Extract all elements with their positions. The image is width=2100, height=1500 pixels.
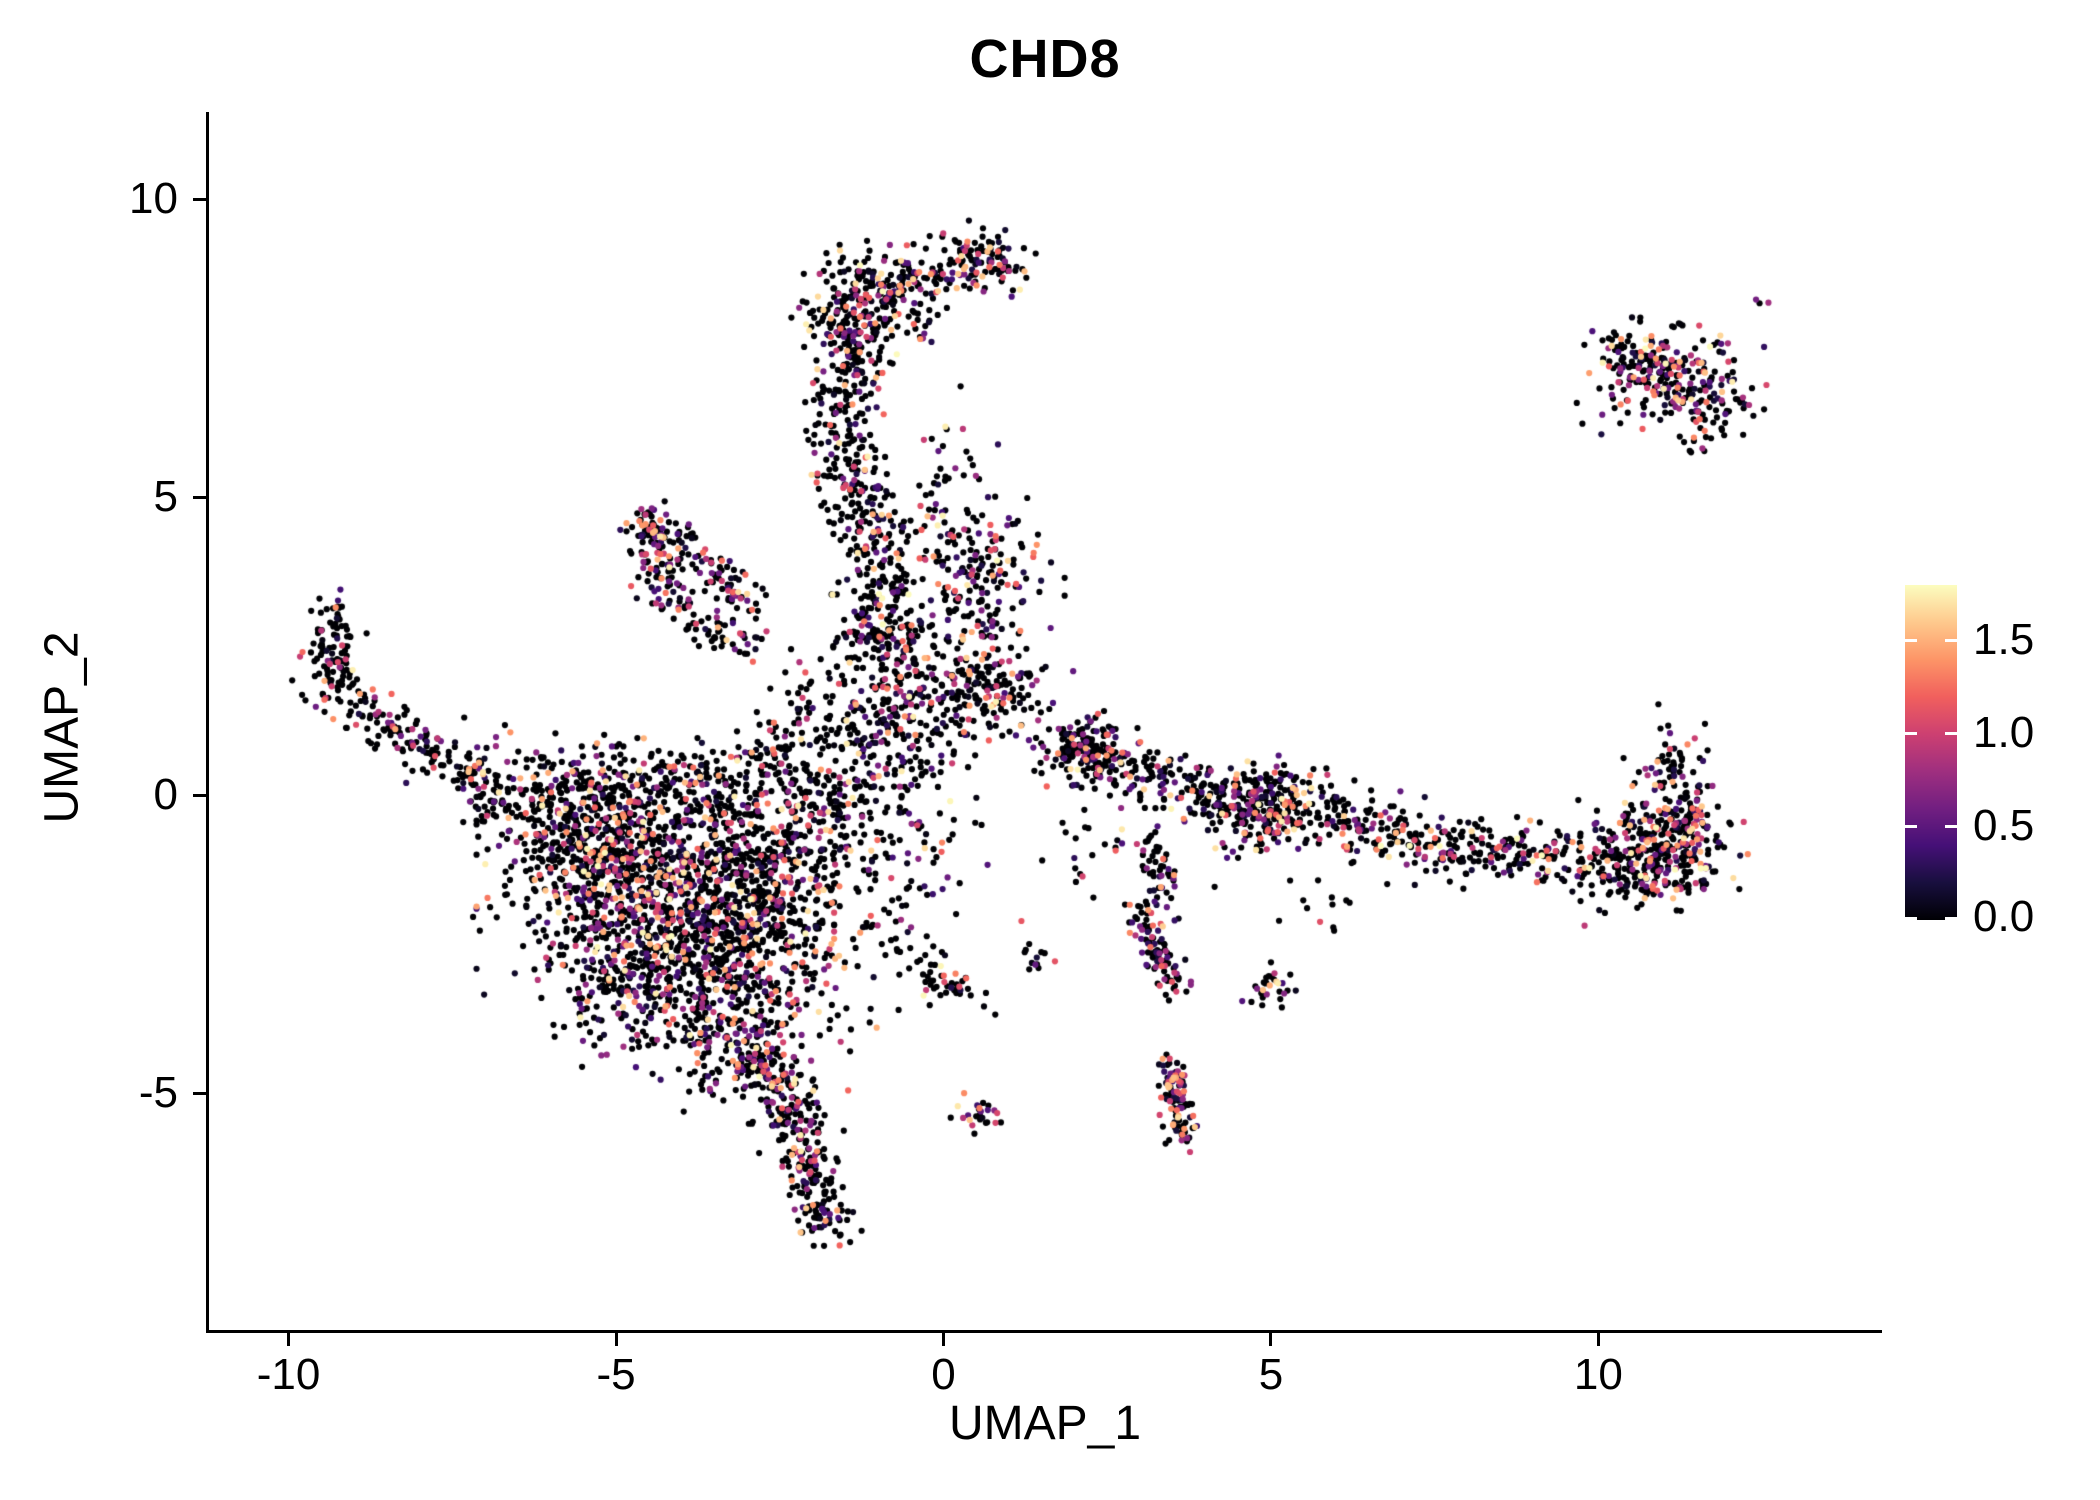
y-tick-mark bbox=[193, 1092, 206, 1096]
colorbar-tick-mark bbox=[1945, 825, 1957, 829]
y-axis-label: UMAP_2 bbox=[35, 631, 89, 824]
colorbar-tick-label: 1.0 bbox=[1973, 707, 2035, 757]
y-tick-label: -5 bbox=[138, 1067, 178, 1117]
x-tick-mark bbox=[1269, 1333, 1273, 1346]
colorbar-tick-label: 0.5 bbox=[1973, 800, 2035, 850]
x-tick-label: -5 bbox=[596, 1350, 636, 1399]
x-tick-mark bbox=[287, 1333, 291, 1346]
y-tick-mark bbox=[193, 198, 206, 202]
x-tick-mark bbox=[1596, 1333, 1600, 1346]
colorbar-tick-mark bbox=[1905, 825, 1917, 829]
colorbar-tick-mark bbox=[1905, 732, 1917, 736]
x-tick-label: 5 bbox=[1258, 1350, 1284, 1399]
colorbar-legend: 1.5 1.0 0.5 0.0 bbox=[1905, 585, 2095, 941]
colorbar-tick-mark bbox=[1905, 639, 1917, 643]
plot-title: CHD8 bbox=[969, 29, 1121, 89]
colorbar-tick-label: 0.0 bbox=[1973, 892, 2035, 941]
colorbar-tick-mark bbox=[1945, 732, 1957, 736]
y-tick-mark bbox=[193, 496, 206, 500]
y-axis-line bbox=[206, 112, 209, 1333]
x-tick-label: -10 bbox=[256, 1350, 321, 1399]
y-tick-label: 5 bbox=[153, 471, 178, 521]
colorbar-tick-mark bbox=[1945, 916, 1957, 920]
colorbar-tick-mark bbox=[1945, 639, 1957, 643]
x-tick-label: 10 bbox=[1573, 1350, 1623, 1399]
x-tick-label: 0 bbox=[931, 1350, 956, 1399]
y-tick-label: 0 bbox=[153, 769, 178, 819]
scatter-canvas bbox=[210, 120, 1880, 1330]
y-tick-mark bbox=[193, 794, 206, 798]
x-axis-label: UMAP_1 bbox=[948, 1397, 1142, 1450]
x-tick-mark bbox=[941, 1333, 945, 1346]
colorbar-gradient bbox=[1905, 585, 1957, 920]
colorbar-tick-mark bbox=[1905, 916, 1917, 920]
colorbar-tick-label: 1.5 bbox=[1973, 614, 2035, 664]
x-tick-mark bbox=[614, 1333, 618, 1346]
y-tick-label: 10 bbox=[129, 173, 178, 223]
x-axis-line bbox=[206, 1330, 1882, 1333]
